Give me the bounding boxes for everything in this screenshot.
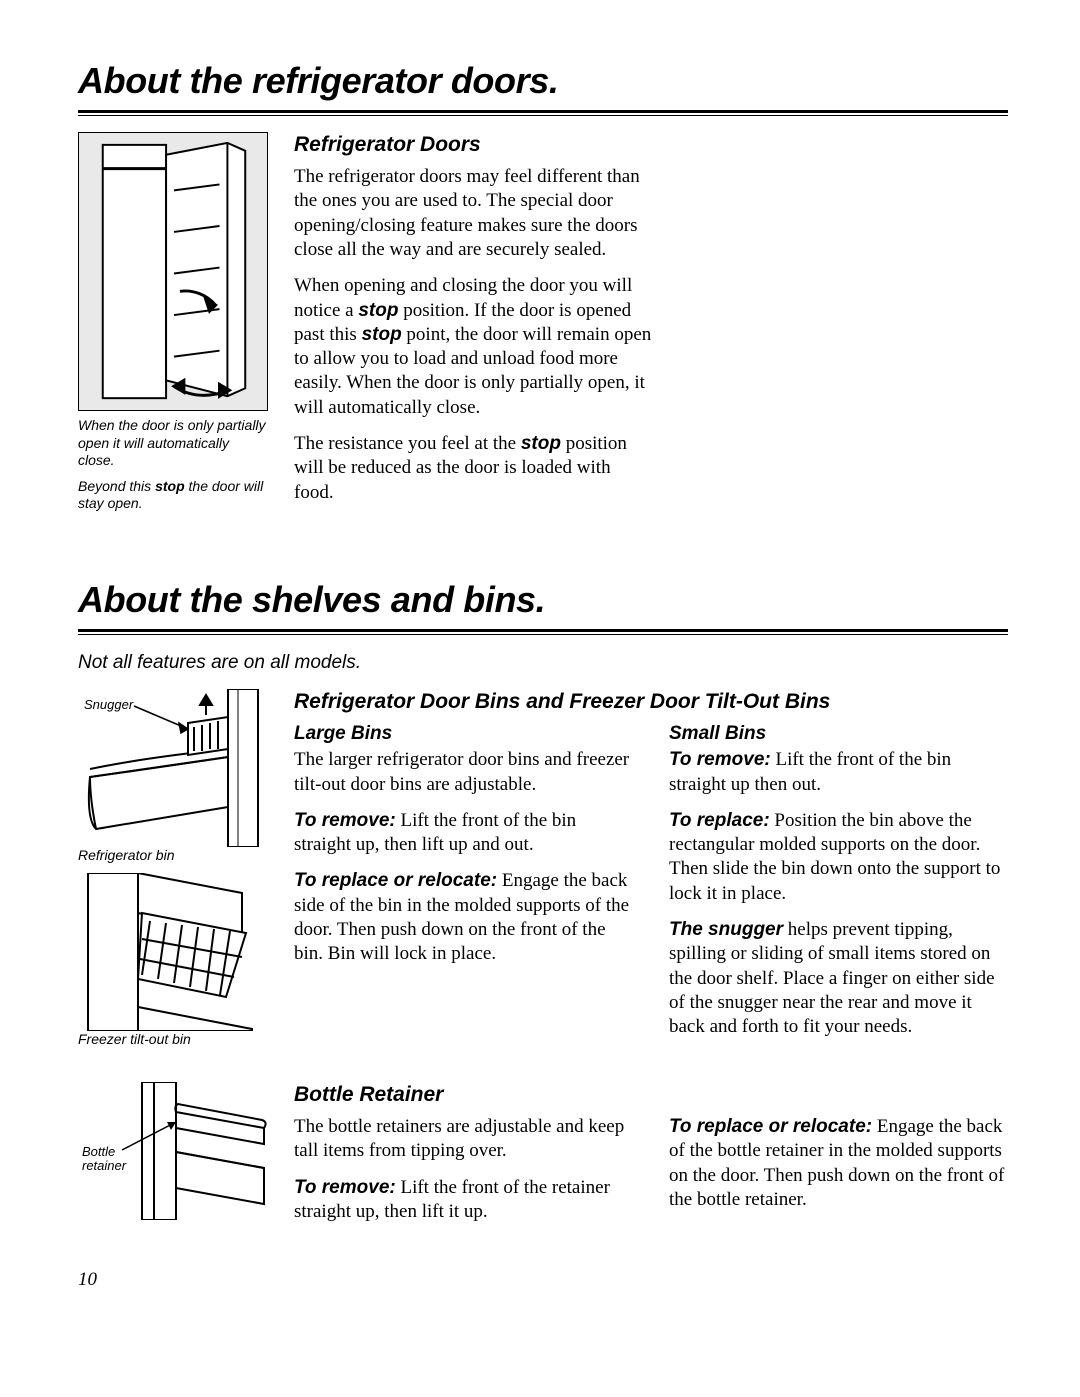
- section-rule: [78, 629, 1008, 635]
- models-note: Not all features are on all models.: [78, 651, 1008, 675]
- large-bins-heading: Large Bins: [294, 722, 633, 746]
- small-bins-heading: Small Bins: [669, 722, 1008, 746]
- large-bins-p3: To replace or relocate: Engage the back …: [294, 869, 633, 966]
- small-bins-p3: The snugger helps prevent tipping, spill…: [669, 918, 1008, 1040]
- bottle-p3: To replace or relocate: Engage the back …: [669, 1115, 1008, 1212]
- section-rule: [78, 110, 1008, 116]
- bottle-p1: The bottle retainers are adjustable and …: [294, 1115, 633, 1164]
- snugger-label: Snugger: [84, 697, 134, 712]
- svg-text:Bottle: Bottle: [82, 1144, 115, 1159]
- small-bins-p1: To remove: Lift the front of the bin str…: [669, 748, 1008, 797]
- bottle-p2: To remove: Lift the front of the retaine…: [294, 1176, 633, 1225]
- page-number: 10: [78, 1268, 1008, 1292]
- refrigerator-bin-caption: Refrigerator bin: [78, 847, 268, 865]
- doors-subheading: Refrigerator Doors: [294, 132, 654, 159]
- bottle-retainer-heading: Bottle Retainer: [294, 1082, 1008, 1109]
- doors-p1: The refrigerator doors may feel differen…: [294, 165, 654, 262]
- doors-row: When the door is only partially open it …: [78, 132, 1008, 521]
- bottle-retainer-figure: Bottle retainer: [78, 1082, 268, 1220]
- large-bins-p1: The larger refrigerator door bins and fr…: [294, 748, 633, 797]
- doors-p2: When opening and closing the door you wi…: [294, 274, 654, 420]
- section-title-bins: About the shelves and bins.: [78, 577, 1008, 623]
- small-bins-p2: To replace: Position the bin above the r…: [669, 809, 1008, 906]
- freezer-bin-caption: Freezer tilt-out bin: [78, 1031, 268, 1049]
- doors-figure: [78, 132, 268, 411]
- svg-text:retainer: retainer: [82, 1158, 127, 1173]
- section-title-doors: About the refrigerator doors.: [78, 58, 1008, 104]
- doors-p3: The resistance you feel at the stop posi…: [294, 432, 654, 505]
- doors-caption-2: Beyond this stop the door will stay open…: [78, 478, 268, 513]
- bins-row: Snugger Refrigerator bin: [78, 689, 1008, 1056]
- doors-caption-1: When the door is only partially open it …: [78, 417, 268, 470]
- large-bins-p2: To remove: Lift the front of the bin str…: [294, 809, 633, 858]
- freezer-bin-figure: [78, 873, 268, 1031]
- refrigerator-bin-figure: Snugger: [78, 689, 268, 847]
- bins-subheading: Refrigerator Door Bins and Freezer Door …: [294, 689, 1008, 716]
- bottle-retainer-row: Bottle retainer Bottle Retainer The bott…: [78, 1082, 1008, 1224]
